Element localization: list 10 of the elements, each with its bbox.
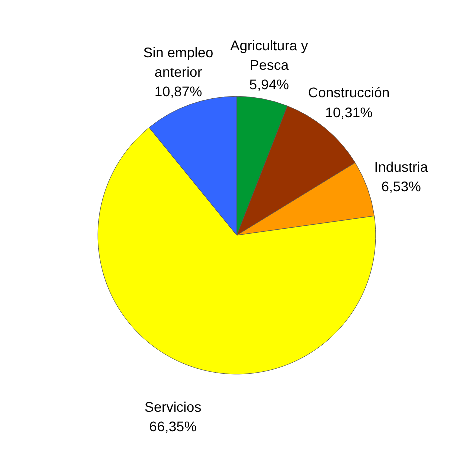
- data-label: 5,94%: [250, 76, 290, 93]
- slice-label: Sin empleo anterior: [144, 44, 214, 80]
- data-label: 66,35%: [149, 418, 197, 435]
- slice-label: Industria: [374, 159, 428, 176]
- slice-label: Construcción: [308, 84, 390, 101]
- slice-label: Agricultura y Pesca: [230, 37, 308, 74]
- data-label: 6,53%: [382, 178, 422, 195]
- data-label: 10,31%: [325, 104, 373, 120]
- data-label: 10,87%: [154, 84, 202, 100]
- slice-label: Servicios: [144, 398, 202, 415]
